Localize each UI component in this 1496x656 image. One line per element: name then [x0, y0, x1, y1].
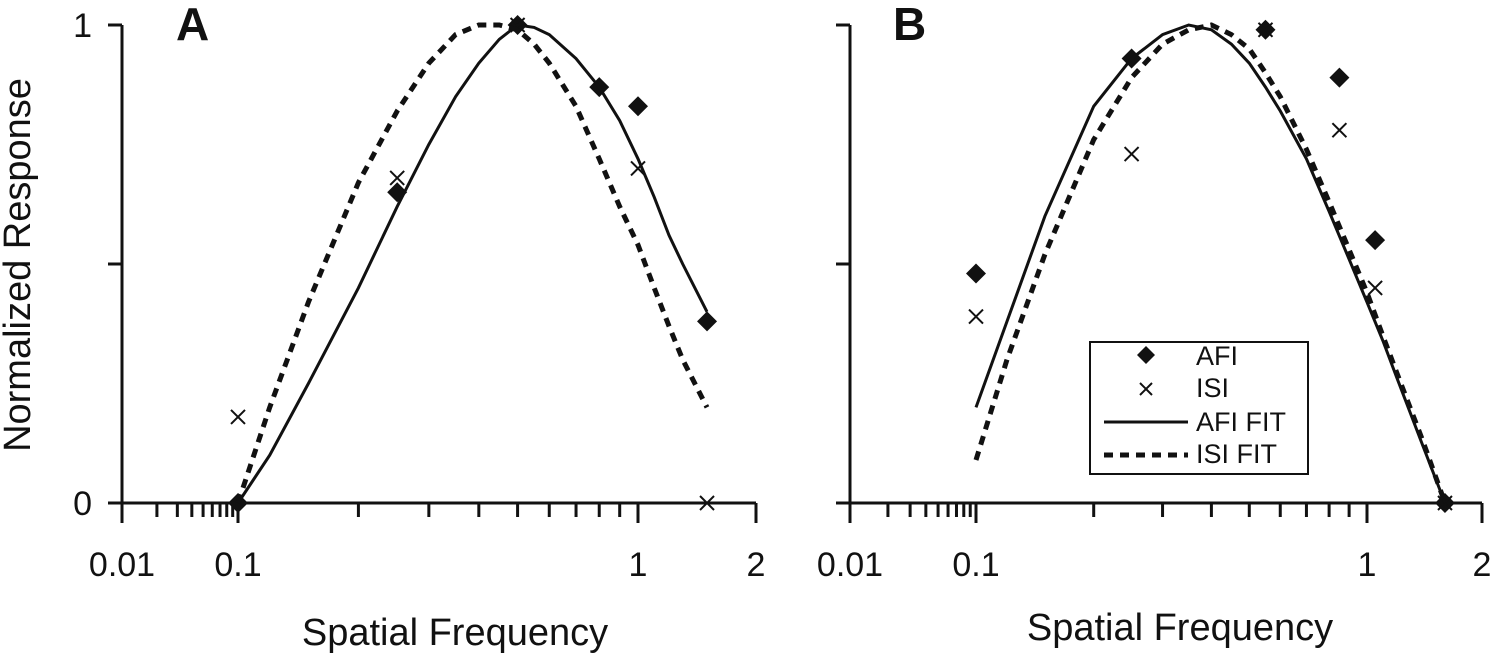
panel-a: A Normalized Response Spatial Frequency … — [0, 0, 765, 654]
panel-a-y-axis-title: Normalized Response — [0, 78, 39, 452]
panel-a-axes: 0.01 0.1 1 2 0 1 — [73, 7, 765, 584]
series-afi-point — [1365, 230, 1386, 251]
series-afi-point — [1329, 67, 1350, 88]
legend-afi-fit-label: AFI FIT — [1196, 407, 1286, 437]
series-afi-point — [697, 311, 718, 332]
panel-b: B Spatial Frequency 0.01 0.1 1 2 AFI ISI AF… — [817, 0, 1492, 649]
series-isi-point — [1257, 22, 1274, 38]
series-afi-fit-line — [236, 23, 709, 504]
legend-afi-marker — [1137, 346, 1155, 364]
panel-b-x-axis-title: Spatial Frequency — [1027, 607, 1333, 649]
panel-a-letter: A — [176, 0, 209, 50]
panel-a-x-axis-title: Spatial Frequency — [302, 612, 608, 654]
x-tick-label: 1 — [1358, 546, 1377, 584]
series-isi-fit-line — [973, 22, 1448, 504]
panel-b-letter: B — [893, 0, 926, 50]
panel-b-marks — [966, 19, 1455, 513]
panel-b-legend: AFI ISI AFI FIT ISI FIT — [1089, 341, 1309, 475]
x-tick-label: 0.1 — [952, 546, 999, 584]
series-isi-point — [1123, 146, 1140, 162]
series-isi-point — [968, 308, 984, 325]
panel-a-marks — [228, 15, 718, 513]
series-isi-point — [1331, 122, 1348, 138]
x-tick-label: 0.1 — [214, 546, 261, 584]
series-isi-point — [389, 170, 405, 186]
series-isi-point — [230, 409, 246, 425]
x-tick-label: 1 — [629, 546, 648, 584]
panel-b-axes: 0.01 0.1 1 2 — [817, 23, 1492, 584]
series-isi-fit-line — [235, 22, 710, 504]
x-tick-label: 0.01 — [89, 546, 155, 584]
x-tick-label: 0.01 — [817, 546, 883, 584]
legend-isi-fit-label: ISI FIT — [1196, 439, 1277, 469]
series-afi-point — [628, 96, 648, 117]
series-afi-point — [966, 263, 986, 284]
y-tick-label: 1 — [73, 7, 92, 45]
series-isi-point — [699, 495, 715, 511]
legend-box — [1089, 341, 1309, 475]
x-tick-label: 2 — [1473, 546, 1492, 584]
legend-isi-label: ISI — [1196, 373, 1229, 403]
series-isi-point — [1367, 280, 1383, 296]
legend-afi-label: AFI — [1196, 341, 1238, 371]
x-tick-label: 2 — [747, 546, 766, 584]
y-tick-label: 0 — [73, 485, 92, 523]
legend-isi-marker — [1139, 382, 1153, 396]
